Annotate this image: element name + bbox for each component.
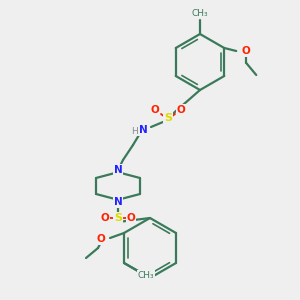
Text: O: O xyxy=(177,105,185,115)
Text: N: N xyxy=(114,197,122,207)
Text: CH₃: CH₃ xyxy=(192,10,208,19)
Text: O: O xyxy=(96,234,105,244)
Text: O: O xyxy=(151,105,159,115)
Text: O: O xyxy=(241,46,250,56)
Text: S: S xyxy=(114,213,122,223)
Text: N: N xyxy=(114,165,122,175)
Text: S: S xyxy=(164,113,172,123)
Text: N: N xyxy=(139,125,147,135)
Text: CH₃: CH₃ xyxy=(138,271,154,280)
Text: H: H xyxy=(132,127,138,136)
Text: O: O xyxy=(127,213,135,223)
Text: O: O xyxy=(100,213,109,223)
